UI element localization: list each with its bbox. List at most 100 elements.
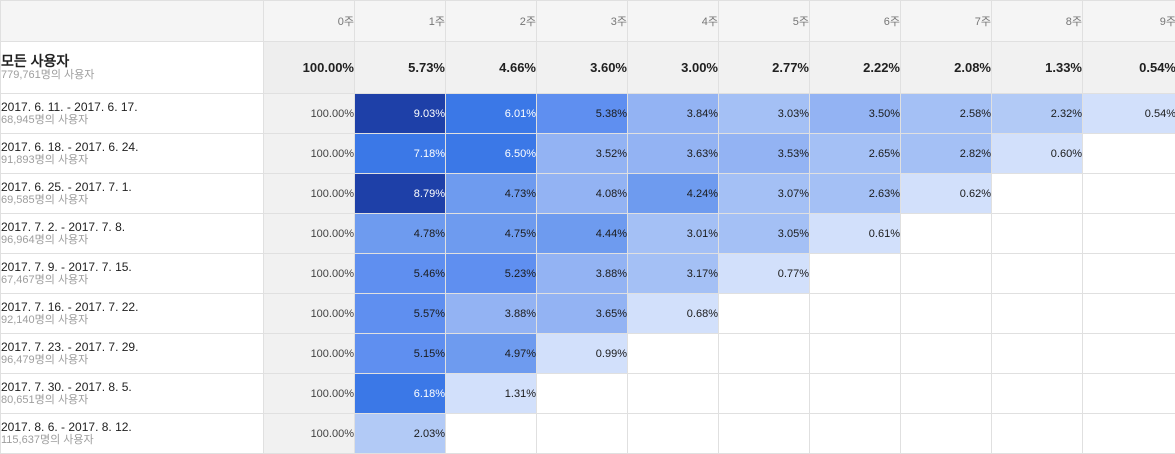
cohort-value-cell: 5.38% [537, 94, 628, 134]
cohort-value-cell: 100.00% [264, 414, 355, 454]
cohort-value-cell: 0.99% [537, 334, 628, 374]
empty-cell [1083, 334, 1175, 374]
cohort-value-cell: 0.68% [628, 294, 719, 334]
empty-cell [810, 374, 901, 414]
cohort-value-cell: 4.75% [446, 214, 537, 254]
cohort-user-count: 67,467명의 사용자 [1, 274, 263, 287]
empty-cell [537, 414, 628, 454]
empty-cell [901, 214, 992, 254]
cohort-value-cell: 3.07% [719, 174, 810, 214]
cohort-date-range: 2017. 6. 11. - 2017. 6. 17. [1, 100, 263, 114]
empty-cell [537, 374, 628, 414]
cohort-value-cell: 3.65% [537, 294, 628, 334]
total-value-week-2: 4.66% [446, 42, 537, 94]
cohort-label-cell[interactable]: 2017. 7. 2. - 2017. 7. 8.96,964명의 사용자 [1, 214, 264, 254]
cohort-label-cell[interactable]: 2017. 6. 11. - 2017. 6. 17.68,945명의 사용자 [1, 94, 264, 134]
cohort-user-count: 96,479명의 사용자 [1, 354, 263, 367]
cohort-value-cell: 3.17% [628, 254, 719, 294]
total-value-week-5: 2.77% [719, 42, 810, 94]
cohort-value-cell: 100.00% [264, 374, 355, 414]
cohort-value-cell: 5.15% [355, 334, 446, 374]
cohort-user-count: 96,964명의 사용자 [1, 234, 263, 247]
total-value-week-6: 2.22% [810, 42, 901, 94]
cohort-value-cell: 5.46% [355, 254, 446, 294]
cohort-value-cell: 9.03% [355, 94, 446, 134]
header-week-2: 2주 [446, 1, 537, 42]
cohort-value-cell: 4.97% [446, 334, 537, 374]
empty-cell [992, 294, 1083, 334]
total-value-week-4: 3.00% [628, 42, 719, 94]
total-value-week-9: 0.54% [1083, 42, 1175, 94]
cohort-value-cell: 2.03% [355, 414, 446, 454]
cohort-value-cell: 8.79% [355, 174, 446, 214]
cohort-user-count: 80,651명의 사용자 [1, 394, 263, 407]
empty-cell [992, 174, 1083, 214]
cohort-value-cell: 5.57% [355, 294, 446, 334]
total-value-week-8: 1.33% [992, 42, 1083, 94]
total-label-cell[interactable]: 모든 사용자 779,761명의 사용자 [1, 42, 264, 94]
cohort-label-cell[interactable]: 2017. 7. 23. - 2017. 7. 29.96,479명의 사용자 [1, 334, 264, 374]
cohort-label-cell[interactable]: 2017. 6. 18. - 2017. 6. 24.91,893명의 사용자 [1, 134, 264, 174]
cohort-value-cell: 4.44% [537, 214, 628, 254]
cohort-value-cell: 4.78% [355, 214, 446, 254]
cohort-value-cell: 100.00% [264, 134, 355, 174]
empty-cell [901, 414, 992, 454]
total-value-week-1: 5.73% [355, 42, 446, 94]
cohort-label-cell[interactable]: 2017. 7. 30. - 2017. 8. 5.80,651명의 사용자 [1, 374, 264, 414]
empty-cell [1083, 254, 1175, 294]
empty-cell [992, 374, 1083, 414]
empty-cell [628, 414, 719, 454]
cohort-value-cell: 2.82% [901, 134, 992, 174]
total-value-week-7: 2.08% [901, 42, 992, 94]
empty-cell [901, 374, 992, 414]
header-week-3: 3주 [537, 1, 628, 42]
empty-cell [1083, 374, 1175, 414]
header-week-1: 1주 [355, 1, 446, 42]
empty-cell [1083, 294, 1175, 334]
cohort-value-cell: 3.01% [628, 214, 719, 254]
cohort-value-cell: 6.18% [355, 374, 446, 414]
cohort-value-cell: 7.18% [355, 134, 446, 174]
cohort-date-range: 2017. 6. 25. - 2017. 7. 1. [1, 180, 263, 194]
empty-cell [901, 334, 992, 374]
empty-cell [992, 214, 1083, 254]
total-label: 모든 사용자 [1, 53, 263, 69]
cohort-date-range: 2017. 8. 6. - 2017. 8. 12. [1, 420, 263, 434]
cohort-value-cell: 100.00% [264, 174, 355, 214]
cohort-label-cell[interactable]: 2017. 8. 6. - 2017. 8. 12.115,637명의 사용자 [1, 414, 264, 454]
cohort-label-cell[interactable]: 2017. 6. 25. - 2017. 7. 1.69,585명의 사용자 [1, 174, 264, 214]
empty-cell [1083, 414, 1175, 454]
cohort-date-range: 2017. 7. 23. - 2017. 7. 29. [1, 340, 263, 354]
cohort-value-cell: 100.00% [264, 294, 355, 334]
cohort-value-cell: 0.62% [901, 174, 992, 214]
cohort-value-cell: 2.63% [810, 174, 901, 214]
cohort-value-cell: 0.77% [719, 254, 810, 294]
cohort-value-cell: 3.52% [537, 134, 628, 174]
total-row: 모든 사용자 779,761명의 사용자 100.00% 5.73% 4.66%… [1, 42, 1175, 94]
cohort-value-cell: 3.03% [719, 94, 810, 134]
header-week-5: 5주 [719, 1, 810, 42]
cohort-value-cell: 3.88% [537, 254, 628, 294]
empty-cell [992, 334, 1083, 374]
cohort-value-cell: 2.65% [810, 134, 901, 174]
cohort-user-count: 91,893명의 사용자 [1, 154, 263, 167]
empty-cell [719, 294, 810, 334]
cohort-date-range: 2017. 7. 30. - 2017. 8. 5. [1, 380, 263, 394]
cohort-value-cell: 3.88% [446, 294, 537, 334]
cohort-label-cell[interactable]: 2017. 7. 9. - 2017. 7. 15.67,467명의 사용자 [1, 254, 264, 294]
cohort-date-range: 2017. 7. 9. - 2017. 7. 15. [1, 260, 263, 274]
cohort-value-cell: 100.00% [264, 334, 355, 374]
empty-cell [628, 334, 719, 374]
cohort-date-range: 2017. 7. 2. - 2017. 7. 8. [1, 220, 263, 234]
empty-cell [1083, 134, 1175, 174]
cohort-label-cell[interactable]: 2017. 7. 16. - 2017. 7. 22.92,140명의 사용자 [1, 294, 264, 334]
cohort-user-count: 68,945명의 사용자 [1, 114, 263, 127]
cohort-value-cell: 4.08% [537, 174, 628, 214]
